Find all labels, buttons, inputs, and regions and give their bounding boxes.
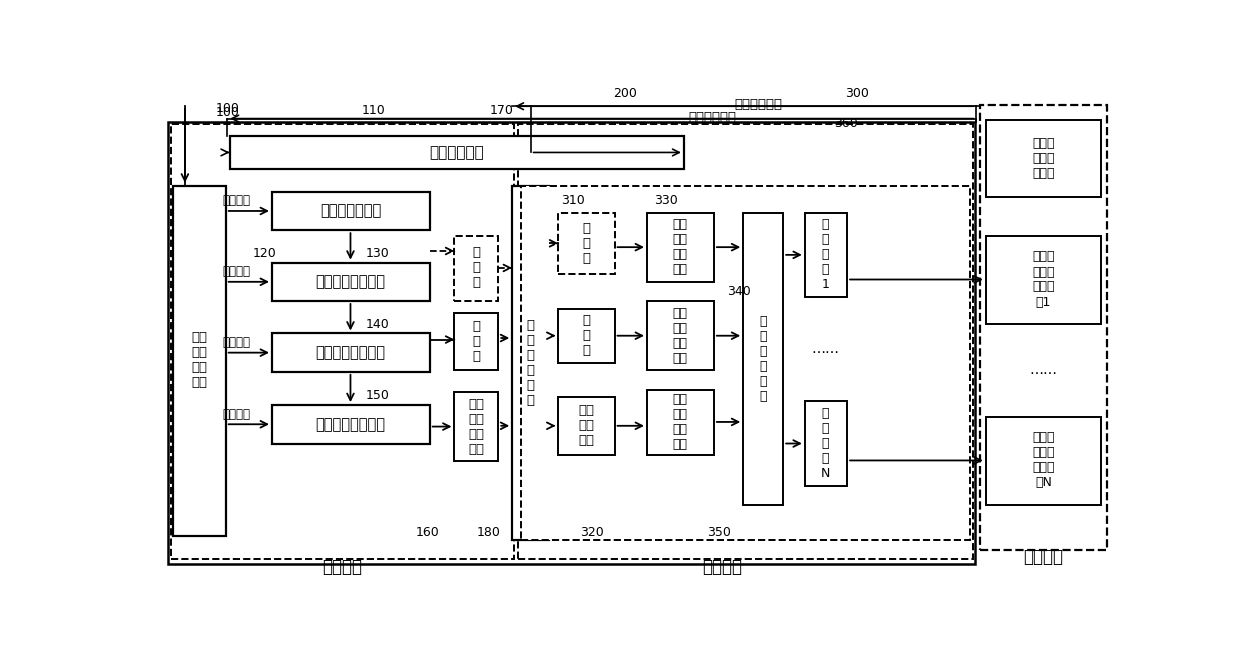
Text: ……: …… <box>812 341 840 356</box>
Text: 110: 110 <box>362 104 385 117</box>
Text: 加载
速率
切换
模块: 加载 速率 切换 模块 <box>673 393 688 451</box>
Bar <box>559 397 615 455</box>
Text: 奇
数
帧: 奇 数 帧 <box>472 319 479 363</box>
Bar <box>559 213 615 274</box>
Text: 偶
数
帧: 偶 数 帧 <box>472 246 479 290</box>
Text: 成像帧频: 成像帧频 <box>222 408 250 421</box>
Text: 成像坐标: 成像坐标 <box>222 194 250 207</box>
Bar <box>986 236 1101 324</box>
Text: 数
据
接
口
N: 数 据 接 口 N <box>821 407 830 480</box>
Bar <box>980 105 1108 550</box>
Bar <box>647 213 714 282</box>
Text: 遥感卫
星图像
处理载
荷N: 遥感卫 星图像 处理载 荷N <box>1032 432 1054 489</box>
Text: 140: 140 <box>366 318 389 330</box>
Text: 180: 180 <box>477 526 501 538</box>
Bar <box>512 185 549 540</box>
Bar <box>173 185 225 536</box>
Text: 相机控制指令: 相机控制指令 <box>735 98 783 111</box>
Text: 遥感图像数据库: 遥感图像数据库 <box>320 203 382 218</box>
Text: 350: 350 <box>706 526 731 538</box>
Bar <box>647 301 714 371</box>
Bar <box>986 417 1101 505</box>
Text: 150: 150 <box>366 389 389 402</box>
Text: 360: 360 <box>834 117 857 130</box>
Bar <box>271 334 430 372</box>
Text: 100: 100 <box>216 102 239 115</box>
Text: 数
据
接
口
1: 数 据 接 口 1 <box>821 218 829 292</box>
Text: 图像幅面裁剪模块: 图像幅面裁剪模块 <box>316 345 385 360</box>
Text: 控制
指令
模块: 控制 指令 模块 <box>579 404 593 447</box>
Text: 时间同步模块: 时间同步模块 <box>430 145 484 160</box>
Bar <box>271 405 430 443</box>
Text: ……: …… <box>1030 364 1057 377</box>
Text: 330: 330 <box>654 194 678 207</box>
Text: 320: 320 <box>580 526 603 538</box>
Text: 100: 100 <box>216 106 239 119</box>
Bar <box>169 122 975 564</box>
Text: 成像幅面: 成像幅面 <box>222 336 250 349</box>
Text: 图像
数据
提取
模块: 图像 数据 提取 模块 <box>673 218 688 276</box>
Text: 遥感卫星: 遥感卫星 <box>1023 548 1063 566</box>
Bar <box>455 236 498 301</box>
Text: 遥感卫
星图像
处理载
荷1: 遥感卫 星图像 处理载 荷1 <box>1032 251 1054 308</box>
Bar <box>171 124 514 559</box>
Text: 310: 310 <box>561 194 585 207</box>
Text: 协议参数换算模块: 协议参数换算模块 <box>316 417 385 432</box>
Text: 200: 200 <box>612 87 637 100</box>
Bar <box>647 389 714 455</box>
Text: 遥感卫
星星载
计算机: 遥感卫 星星载 计算机 <box>1032 137 1054 180</box>
Text: 偶
数
帧: 偶 数 帧 <box>582 222 590 265</box>
Text: 300: 300 <box>845 87 869 100</box>
Text: 图像
数据
计数
模块: 图像 数据 计数 模块 <box>673 307 688 365</box>
Text: 170: 170 <box>489 104 513 117</box>
Bar <box>559 308 615 363</box>
Text: 时间同步信息: 时间同步信息 <box>689 111 736 124</box>
Bar <box>986 120 1101 197</box>
Text: 130: 130 <box>366 247 389 260</box>
Text: 奇
数
帧: 奇 数 帧 <box>582 314 590 357</box>
Text: 120: 120 <box>253 247 276 260</box>
Bar <box>229 135 684 169</box>
Bar <box>805 213 847 297</box>
Bar <box>455 392 498 461</box>
Bar <box>271 192 430 230</box>
Text: 数
据
交
互
单
元: 数 据 交 互 单 元 <box>527 319 535 407</box>
Text: 控制
指令
生成
模块: 控制 指令 生成 模块 <box>468 398 484 456</box>
Text: 控制
指令
解析
模块: 控制 指令 解析 模块 <box>192 331 208 389</box>
Bar <box>805 401 847 486</box>
Bar <box>271 262 430 301</box>
Text: 160: 160 <box>415 526 440 538</box>
Bar <box>518 124 973 559</box>
Bar <box>743 213 783 505</box>
Bar <box>522 185 970 540</box>
Bar <box>455 312 498 371</box>
Text: 接
口
控
制
模
块: 接 口 控 制 模 块 <box>760 315 767 403</box>
Text: 成像角度: 成像角度 <box>222 265 250 278</box>
Text: 软件部分: 软件部分 <box>322 558 362 575</box>
Text: 硬件部分: 硬件部分 <box>703 558 742 575</box>
Text: 图像角度变换模块: 图像角度变换模块 <box>316 274 385 289</box>
Text: 340: 340 <box>727 285 751 298</box>
